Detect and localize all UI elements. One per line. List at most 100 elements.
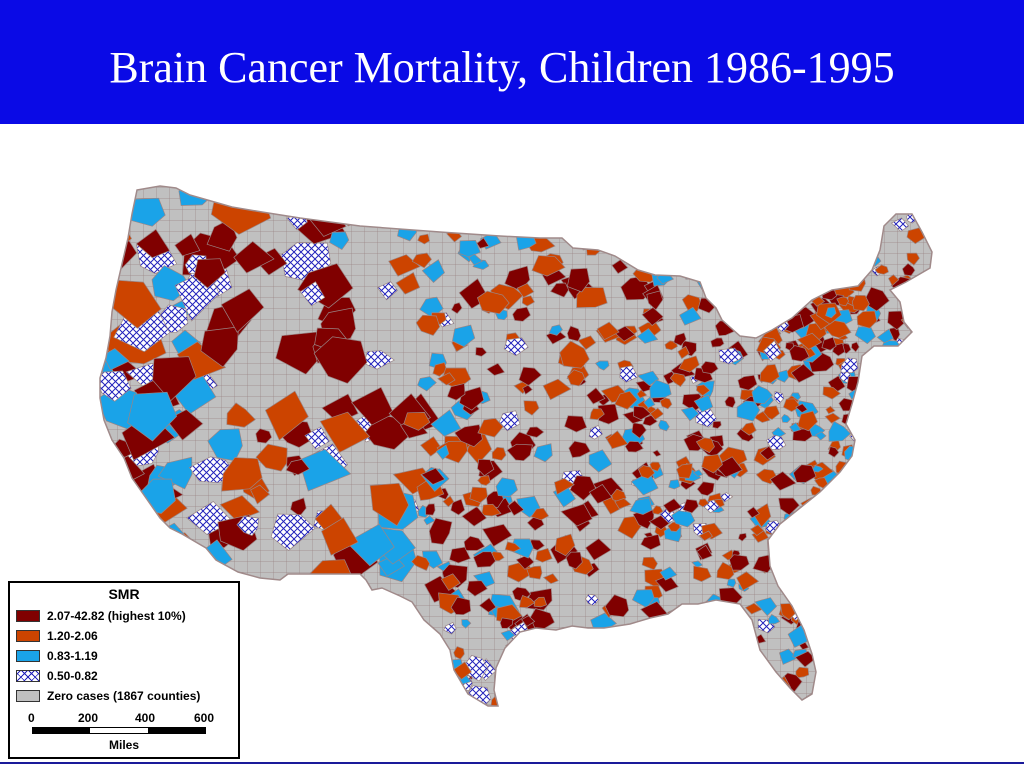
county-mid	[825, 307, 837, 319]
county-high	[796, 332, 823, 350]
county-high	[440, 573, 461, 591]
county-high	[411, 252, 432, 269]
county-highest	[515, 554, 535, 570]
county-highest	[662, 498, 683, 514]
county-mid	[594, 360, 610, 371]
county-highest	[152, 356, 197, 402]
county-highest	[454, 424, 483, 448]
county-mid	[461, 619, 472, 629]
county-mid	[680, 406, 700, 422]
county-high	[698, 530, 713, 542]
county-highest	[731, 296, 757, 319]
county-high	[753, 232, 779, 257]
county-highest	[652, 449, 662, 457]
county-highest	[830, 492, 850, 508]
county-highest	[461, 506, 488, 527]
county-low	[848, 242, 865, 254]
county-high	[794, 265, 822, 288]
county-mid	[754, 597, 778, 617]
county-highest	[285, 459, 310, 476]
county-highest	[255, 428, 273, 444]
county-high	[736, 571, 760, 591]
county-high	[681, 294, 702, 312]
county-high	[848, 466, 869, 489]
county-high	[255, 443, 288, 472]
county-highest	[744, 306, 756, 318]
county-high	[641, 556, 658, 571]
legend-item-high: 1.20-2.06	[16, 628, 98, 644]
county-low	[806, 607, 821, 619]
county-mid	[691, 560, 704, 568]
county-low	[842, 506, 860, 521]
county-high	[659, 397, 673, 410]
county-high	[791, 260, 811, 281]
county-mid	[738, 293, 756, 309]
county-highest	[682, 498, 699, 514]
legend-swatch-zero	[16, 690, 40, 702]
county-high	[516, 282, 535, 298]
county-highest	[525, 426, 545, 438]
county-high	[476, 290, 510, 315]
county-low	[840, 357, 859, 374]
county-high	[695, 437, 715, 454]
county-mid	[835, 253, 860, 269]
county-mid	[636, 328, 659, 344]
legend-label-highest: 2.07-42.82 (highest 10%)	[47, 609, 186, 623]
county-high	[750, 299, 775, 318]
county-highest	[796, 602, 816, 616]
county-mid	[767, 266, 780, 275]
county-highest	[475, 347, 488, 357]
county-highest	[499, 617, 514, 629]
legend-swatch-highest	[16, 610, 40, 622]
county-high	[823, 528, 834, 539]
county-mid	[778, 648, 798, 665]
county-highest	[512, 306, 531, 322]
county-high	[753, 673, 766, 687]
county-highest	[569, 475, 597, 501]
county-highest	[746, 506, 760, 519]
county-low	[805, 608, 817, 621]
county-high	[576, 287, 608, 308]
county-high	[559, 340, 590, 369]
county-high	[369, 482, 409, 527]
county-high	[481, 503, 502, 517]
county-mid	[787, 572, 809, 590]
county-highest	[449, 546, 471, 564]
county-low	[619, 365, 639, 383]
county-highest	[611, 259, 629, 275]
county-high	[874, 264, 889, 275]
county-high	[821, 255, 851, 276]
county-highest	[777, 545, 795, 560]
county-high	[676, 463, 693, 479]
county-high	[696, 384, 711, 397]
county-high	[411, 555, 430, 571]
legend-swatch-mid	[16, 650, 40, 662]
county-highest	[803, 578, 819, 592]
county-mid	[452, 324, 476, 348]
county-highest	[755, 266, 768, 279]
county-highest	[925, 316, 932, 333]
county-high	[782, 398, 802, 412]
county-highest	[724, 396, 736, 409]
county-highest	[761, 302, 774, 313]
county-low	[763, 340, 782, 362]
county-high	[442, 495, 455, 508]
county-highest	[737, 532, 747, 542]
county-low	[829, 546, 848, 565]
county-mid	[495, 477, 518, 498]
county-mid	[421, 550, 443, 569]
county-high	[825, 405, 836, 415]
county-highest	[486, 362, 506, 376]
county-low	[792, 258, 814, 279]
county-highest	[586, 387, 606, 405]
county-highest	[135, 228, 171, 259]
county-low	[718, 347, 744, 365]
map-svg	[99, 185, 933, 707]
us-county-map	[0, 124, 1024, 760]
county-high	[845, 510, 856, 519]
county-high	[477, 418, 504, 438]
county-high	[775, 558, 786, 567]
county-high	[852, 419, 865, 432]
county-high	[451, 691, 463, 701]
county-high	[822, 386, 841, 400]
